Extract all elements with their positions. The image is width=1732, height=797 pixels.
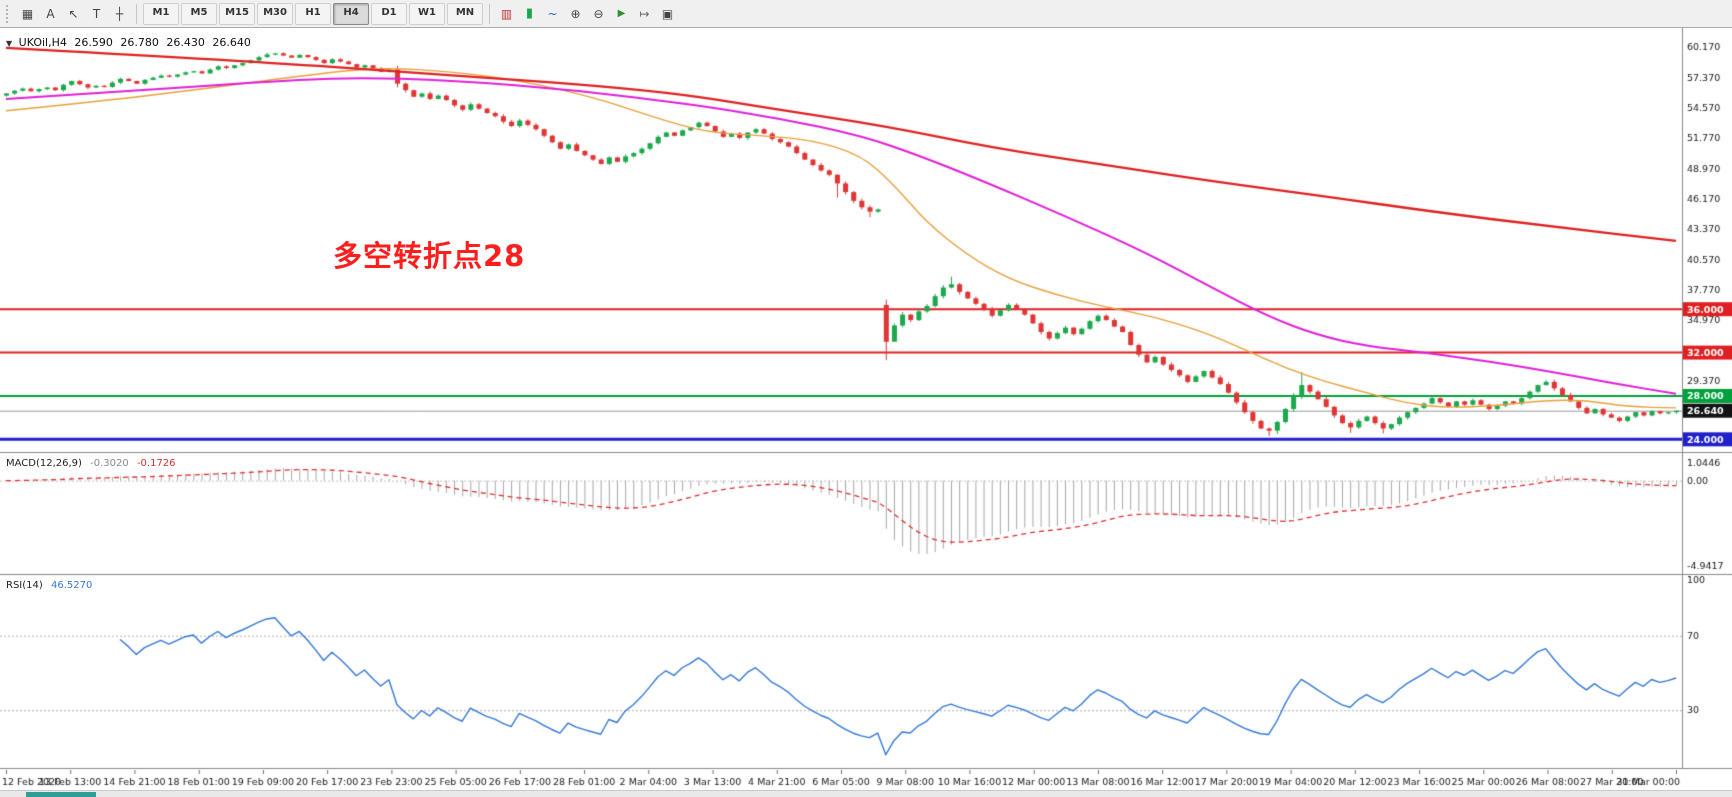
toolbar: ▦ A ↖ T ┼ M1 M5 M15 M30 H1 H4 D1 W1 MN ▥ ▮ ~ ⊕ ⊖ ▶ ↦ ▣ [0, 0, 1732, 28]
timeframe-button-M30[interactable]: M30 [257, 2, 293, 25]
chart-canvas[interactable] [0, 28, 1732, 790]
timeframe-button-M1[interactable]: M1 [143, 2, 179, 25]
timeframe-button-D1[interactable]: D1 [371, 2, 407, 25]
zoom-out-icon[interactable]: ⊖ [593, 6, 604, 21]
charts-grid-icon[interactable]: ▦ [21, 6, 34, 21]
bar-chart-icon[interactable]: ▥ [500, 6, 513, 21]
candlestick-chart-icon[interactable]: ▮ [525, 6, 534, 21]
zoom-in-icon[interactable]: ⊕ [570, 6, 581, 21]
timeframe-button-M15[interactable]: M15 [219, 2, 255, 25]
annotation-a-icon[interactable]: A [46, 6, 55, 21]
timeframe-toolbar: M1 M5 M15 M30 H1 H4 D1 W1 MN [142, 2, 484, 25]
timeframe-button-W1[interactable]: W1 [409, 2, 445, 25]
text-tool-icon[interactable]: T [92, 6, 101, 21]
timeframe-button-MN[interactable]: MN [447, 2, 483, 25]
toolbar-right-group: ▥ ▮ ~ ⊕ ⊖ ▶ ↦ ▣ [495, 2, 679, 25]
chart-shift-icon[interactable]: ↦ [639, 6, 650, 21]
timeframe-button-M5[interactable]: M5 [181, 2, 217, 25]
timeframe-button-H4[interactable]: H4 [333, 2, 369, 25]
crosshair-icon[interactable]: ┼ [115, 6, 124, 21]
toolbar-separator [136, 3, 137, 24]
cursor-icon[interactable]: ↖ [68, 6, 79, 21]
status-bar [0, 790, 1732, 797]
timeframe-button-H1[interactable]: H1 [295, 2, 331, 25]
toolbar-left-group: ▦ A ↖ T ┼ [16, 2, 131, 25]
chart-text-annotation[interactable]: 多空转折点28 [333, 239, 526, 273]
toolbar-separator [489, 3, 490, 24]
tile-windows-icon[interactable]: ▣ [661, 6, 674, 21]
auto-scroll-icon[interactable]: ▶ [617, 8, 626, 19]
toolbar-grip[interactable] [6, 4, 12, 23]
line-chart-icon[interactable]: ~ [547, 6, 558, 21]
status-indicator [26, 792, 96, 797]
